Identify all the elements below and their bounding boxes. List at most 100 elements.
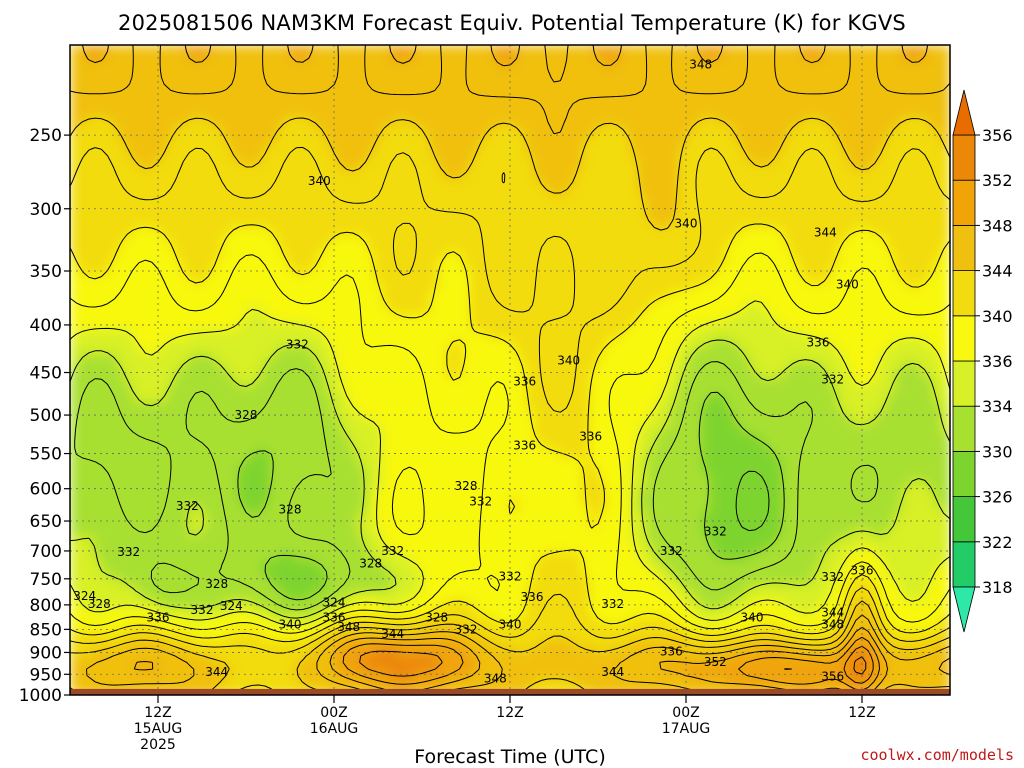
contour-label: 332 (821, 373, 844, 387)
contour-label: 332 (176, 499, 199, 513)
colorbar-bin-334 (952, 360, 976, 407)
contour-label: 336 (579, 429, 602, 443)
x-tick-label: 15AUG (134, 721, 183, 737)
y-tick-label: 500 (30, 406, 62, 426)
colorbar-label: 340 (982, 307, 1013, 326)
y-tick-label: 400 (30, 316, 62, 336)
y-tick-label: 650 (30, 512, 62, 532)
contour-label: 332 (660, 544, 683, 558)
colorbar-bin-336 (952, 315, 976, 362)
y-tick-label: 800 (30, 596, 62, 616)
contour-label: 344 (821, 605, 844, 619)
y-tick-label: 750 (30, 570, 62, 590)
y-tick-label: 550 (30, 445, 62, 465)
colorbar-bin-322 (952, 496, 976, 543)
grid-lines (70, 45, 950, 689)
colorbar-bin-352 (952, 134, 976, 181)
y-tick-label: 900 (30, 643, 62, 663)
colorbar-bin-330 (952, 405, 976, 452)
contour-label: 336 (323, 610, 346, 624)
contour-label: 332 (821, 570, 844, 584)
contour-352 (359, 645, 874, 684)
contour-label: 324 (220, 599, 243, 613)
contour-label: 340 (499, 618, 522, 632)
x-tick-label: 00Z (672, 705, 699, 721)
contour-label: 340 (308, 174, 331, 188)
colorbar-bottom-arrow (952, 586, 976, 633)
contour-label: 328 (455, 479, 478, 493)
contour-label: 344 (381, 627, 404, 641)
colorbar-label: 334 (982, 397, 1013, 416)
contour-label: 348 (689, 58, 712, 72)
contour-label: 332 (601, 597, 624, 611)
contour-344 (70, 117, 950, 695)
contour-label: 336 (660, 645, 683, 659)
contour-label: 344 (814, 225, 837, 239)
contour-334 (70, 339, 950, 619)
colorbar-bin-344 (952, 224, 976, 271)
x-tick-label: 2025 (140, 737, 176, 753)
contour-label: 340 (279, 618, 302, 632)
contour-label: 332 (286, 338, 309, 352)
colorbar-label: 322 (982, 533, 1013, 552)
contour-338 (70, 252, 950, 634)
theta-e-field (70, 45, 950, 695)
colorbar-label: 356 (982, 126, 1013, 145)
colorbar: 318 322 326 330 334 336 340 344 348 352 356 (952, 89, 1013, 633)
colorbar-bin-326 (952, 450, 976, 497)
contour-label: 348 (484, 672, 507, 686)
contour-label: 336 (851, 564, 874, 578)
x-tick-label: 17AUG (662, 721, 711, 737)
colorbar-label: 344 (982, 262, 1013, 281)
contour-label: 332 (499, 570, 522, 584)
contour-340 (70, 223, 950, 643)
contour-label: 336 (521, 590, 544, 604)
y-tick-label: 450 (30, 364, 62, 384)
x-tick-label: 12Z (848, 705, 875, 721)
contour-label: 324 (73, 589, 96, 603)
y-tick-label: 950 (30, 665, 62, 685)
colorbar-bin-340 (952, 270, 976, 317)
contour-label: 352 (704, 655, 727, 669)
colorbar-label: 330 (982, 442, 1013, 461)
watermark: coolwx.com/models (860, 746, 1014, 764)
x-tick-label: 16AUG (310, 721, 359, 737)
contour-label: 332 (704, 524, 727, 538)
colorbar-top-arrow (952, 89, 976, 136)
contour-label: 340 (675, 216, 698, 230)
chart-title: 2025081506 NAM3KM Forecast Equiv. Potent… (118, 11, 906, 35)
colorbar-bin-318 (952, 541, 976, 588)
y-tick-label: 1000 (19, 686, 62, 706)
contour-label: 340 (836, 278, 859, 292)
y-tick-label: 350 (30, 262, 62, 282)
contour-lines (70, 45, 950, 695)
x-tick-label: 00Z (320, 705, 347, 721)
contour-label: 332 (469, 494, 492, 508)
colorbar-bin-348 (952, 179, 976, 226)
y-tick-label: 700 (30, 542, 62, 562)
contour-label: 340 (741, 610, 764, 624)
contour-label: 332 (191, 603, 214, 617)
x-tick-label: 12Z (144, 705, 171, 721)
contour-label: 340 (557, 354, 580, 368)
x-axis-label: Forecast Time (UTC) (414, 746, 605, 768)
contour-label: 332 (117, 545, 140, 559)
colorbar-label: 352 (982, 171, 1013, 190)
contour-350 (342, 636, 880, 691)
y-tick-label: 600 (30, 480, 62, 500)
contour-332 (74, 361, 879, 611)
contour-label: 356 (821, 669, 844, 683)
contour-label: 348 (337, 620, 360, 634)
y-tick-label: 250 (30, 126, 62, 146)
contour-label: 344 (205, 665, 228, 679)
contour-label: 328 (235, 408, 258, 422)
contour-336 (70, 300, 950, 626)
contour-label: 336 (513, 438, 536, 452)
contour-342 (70, 146, 950, 695)
y-tick-label: 850 (30, 620, 62, 640)
contour-label: 328 (425, 610, 448, 624)
y-axis: 250 300 350 400 450 500 550 600 650 700 750 800 850 9… (19, 126, 70, 706)
ground-surface (70, 688, 950, 695)
